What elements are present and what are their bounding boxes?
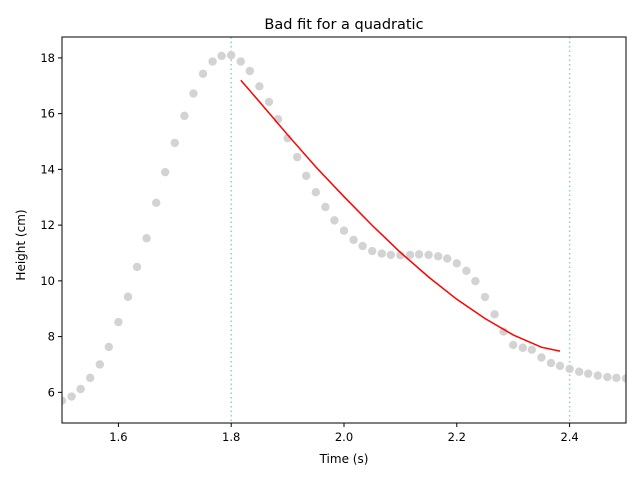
- scatter-point: [443, 254, 452, 263]
- chart-title: Bad fit for a quadratic: [264, 17, 423, 33]
- scatter-point: [330, 216, 339, 225]
- scatter-point: [414, 250, 424, 259]
- scatter-point: [471, 276, 480, 286]
- scatter-point: [104, 342, 114, 352]
- scatter-point: [236, 57, 245, 66]
- scatter-point: [490, 310, 499, 319]
- scatter-point: [621, 374, 626, 383]
- y-tick-label: 16: [40, 107, 55, 121]
- y-tick-label: 10: [40, 274, 55, 288]
- scatter-point: [123, 292, 133, 301]
- x-tick-label: 1.6: [109, 430, 127, 444]
- y-tick-label: 18: [40, 51, 55, 65]
- scatter-point: [255, 82, 264, 91]
- scatter-point: [424, 250, 433, 260]
- x-tick-label: 2.0: [335, 430, 353, 444]
- scatter-point: [180, 111, 189, 121]
- scatter-point: [462, 266, 471, 276]
- x-tick-label: 2.4: [560, 430, 578, 444]
- scatter-point: [114, 317, 123, 327]
- scatter-point: [396, 251, 405, 260]
- scatter-point: [368, 246, 377, 256]
- y-tick-label: 8: [48, 330, 55, 344]
- scatter-point: [452, 259, 461, 268]
- scatter-point: [264, 97, 274, 107]
- scatter-point: [405, 250, 415, 260]
- scatter-point: [349, 235, 358, 245]
- scatter-point: [593, 371, 602, 380]
- scatter-point: [170, 138, 179, 148]
- scatter-point: [433, 252, 443, 261]
- fit-curve: [240, 79, 561, 352]
- scatter-point: [527, 345, 537, 354]
- scatter-point: [76, 384, 85, 394]
- scatter-point: [499, 327, 508, 336]
- scatter-point: [377, 249, 386, 258]
- scatter-point: [161, 167, 170, 177]
- scatter-point: [132, 262, 142, 272]
- scatter-point: [62, 396, 67, 405]
- scatter-point: [292, 152, 302, 162]
- scatter-point: [245, 66, 255, 76]
- x-tick-label: 1.8: [222, 430, 240, 444]
- scatter-point: [302, 171, 311, 180]
- scatter-point: [537, 353, 546, 362]
- scatter-point: [321, 202, 330, 212]
- scatter-point: [67, 392, 76, 401]
- scatter-point: [584, 369, 593, 378]
- scatter-point: [217, 51, 226, 61]
- scatter-point: [612, 373, 621, 383]
- scatter-point: [518, 343, 527, 352]
- scatter-point: [555, 361, 565, 371]
- scatter-point: [386, 250, 396, 260]
- scatter-point: [480, 292, 490, 302]
- x-tick-label: 2.2: [448, 430, 466, 444]
- scatter-point: [142, 234, 151, 243]
- y-tick-label: 12: [40, 218, 55, 232]
- y-axis-label: Height (cm): [14, 209, 28, 280]
- scatter-point: [227, 50, 236, 60]
- plot-area: [62, 37, 626, 423]
- scatter-point: [565, 364, 574, 374]
- scatter-point: [208, 57, 217, 66]
- scatter-point: [574, 367, 584, 376]
- scatter-point: [189, 89, 198, 98]
- y-tick-label: 14: [40, 162, 55, 176]
- scatter-point: [339, 226, 349, 235]
- scatter-point: [509, 340, 518, 350]
- scatter-point: [151, 198, 161, 208]
- x-axis-label: Time (s): [319, 452, 369, 466]
- scatter-point: [603, 372, 612, 382]
- scatter-point: [86, 373, 95, 383]
- scatter-point: [546, 358, 556, 368]
- scatter-point: [198, 69, 208, 78]
- scatter-point: [311, 188, 320, 197]
- scatter-point: [358, 241, 367, 251]
- y-tick-label: 6: [48, 385, 55, 399]
- scatter-point: [95, 360, 104, 369]
